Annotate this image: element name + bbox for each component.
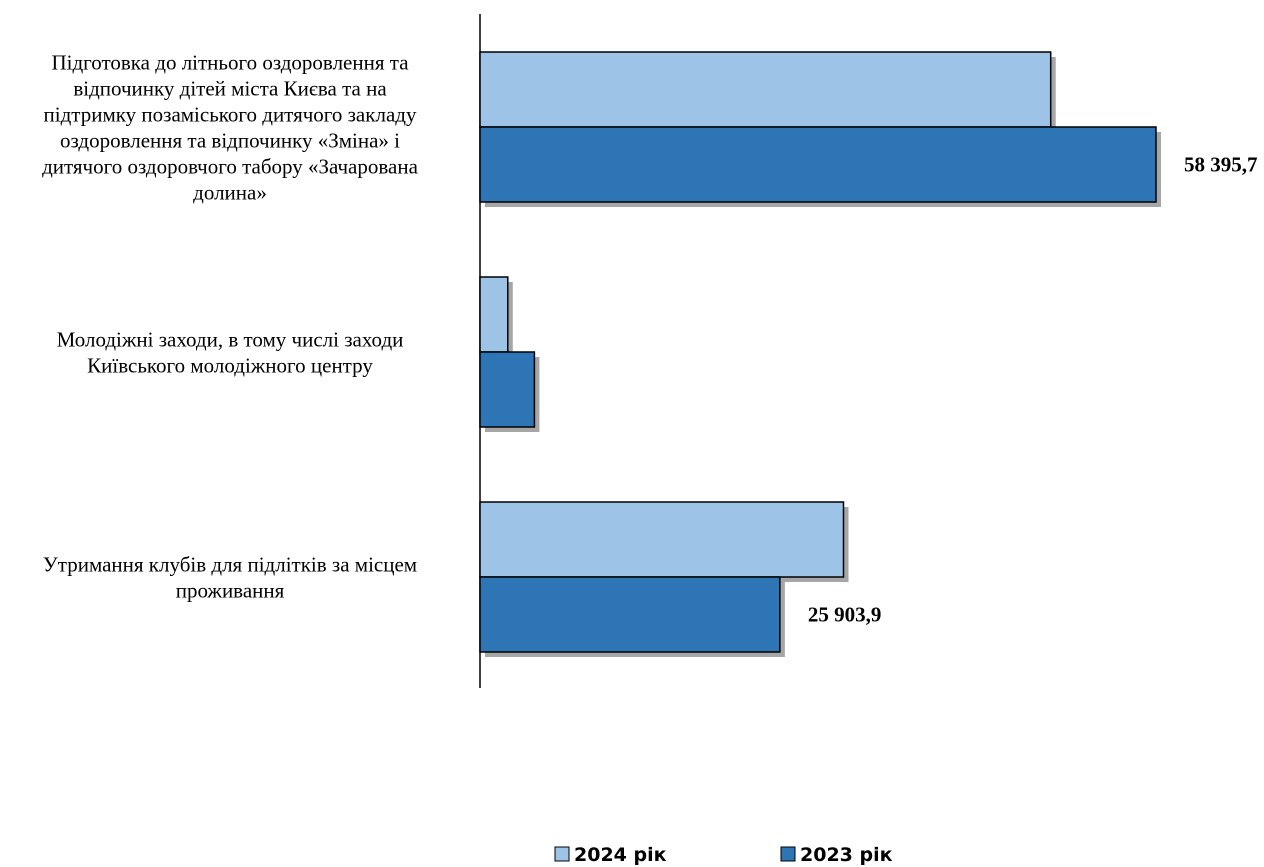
data-label-0: 58 395,7: [1184, 153, 1258, 177]
bar-2024-рік-2: [479, 501, 845, 578]
bar-2023-рік-0: [479, 126, 1157, 203]
legend-item-2024: 2024 рік: [554, 844, 667, 866]
legend-item-2023: 2023 рік: [780, 844, 893, 866]
data-label-2: 25 903,9: [808, 603, 882, 627]
legend-label-2024: 2024 рік: [574, 844, 667, 866]
bar-2024-рік-0: [479, 51, 1052, 128]
legend-label-2023: 2023 рік: [800, 844, 893, 866]
legend-swatch-2024: [554, 846, 570, 862]
legend-swatch-2023: [780, 846, 796, 862]
bar-2023-рік-1: [479, 351, 536, 428]
bar-2024-рік-1: [479, 276, 509, 353]
category-label-0: Підготовка до літнього оздоровлення та ві…: [42, 50, 418, 204]
legend: 2024 рік 2023 рік: [554, 844, 893, 866]
category-label-2: Утримання клубів для підлітків за місцем…: [43, 552, 417, 602]
bar-2023-рік-2: [479, 576, 781, 653]
category-label-1: Молодіжні заходи, в тому числі заходи Киї…: [57, 327, 404, 377]
